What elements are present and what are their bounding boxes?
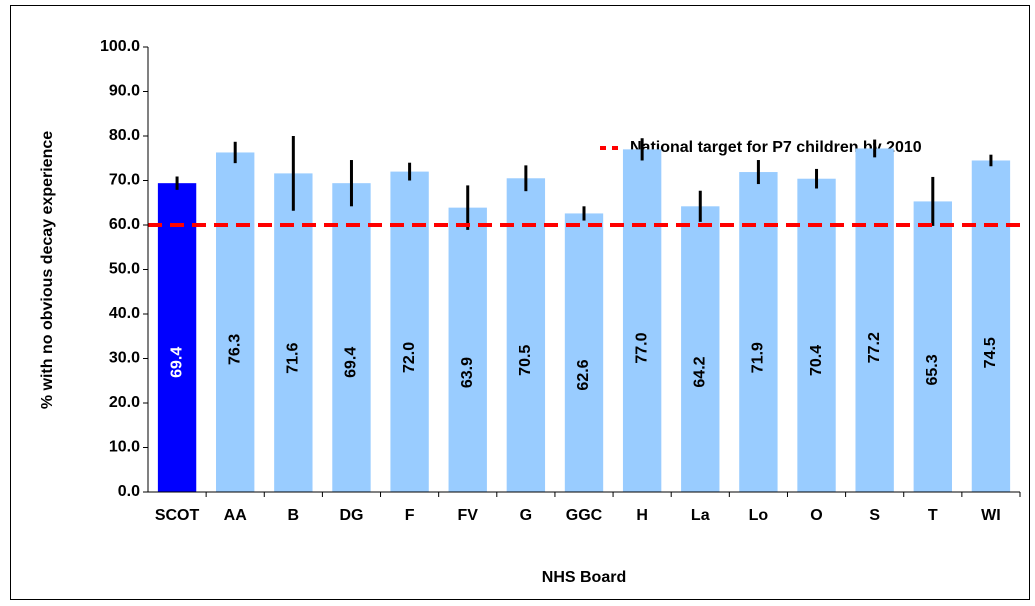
x-tick-label: WI: [981, 507, 1001, 524]
x-tick-label: GGC: [566, 507, 603, 524]
bar: [274, 173, 313, 492]
bar: [622, 149, 662, 492]
bar: [855, 148, 894, 492]
x-tick-label: G: [520, 507, 532, 524]
y-tick-label: 40.0: [109, 305, 140, 322]
value-label: 63.9: [459, 357, 476, 388]
y-tick-label: 100.0: [100, 38, 140, 55]
x-tick-label: Lo: [749, 507, 769, 524]
y-tick-label: 50.0: [109, 261, 140, 278]
value-label: 62.6: [575, 359, 592, 390]
value-label: 74.5: [982, 337, 999, 368]
x-tick-label: DG: [339, 507, 363, 524]
value-label: 69.4: [168, 347, 185, 378]
x-tick-label: O: [810, 507, 822, 524]
bar: [448, 207, 487, 492]
x-axis-title: NHS Board: [542, 569, 626, 586]
bar: [157, 183, 197, 493]
y-tick-label: 90.0: [109, 83, 140, 100]
y-tick-label: 60.0: [109, 216, 140, 233]
x-tick-label: T: [928, 507, 938, 524]
value-label: 69.4: [343, 347, 360, 378]
x-tick-label: FV: [458, 507, 479, 524]
y-tick-label: 80.0: [109, 127, 140, 144]
bar: [564, 213, 604, 492]
value-label: 64.2: [691, 356, 708, 387]
x-tick-label: H: [636, 507, 648, 524]
bar: [332, 183, 371, 493]
y-tick-label: 30.0: [109, 350, 140, 367]
value-label: 70.4: [808, 345, 825, 376]
y-tick-label: 70.0: [109, 172, 140, 189]
x-tick-label: F: [405, 507, 415, 524]
x-tick-label: AA: [224, 507, 248, 524]
bar: [681, 206, 720, 492]
x-tick-label: SCOT: [155, 507, 200, 524]
value-label: 71.9: [750, 342, 767, 373]
value-label: 77.2: [866, 332, 883, 363]
bar: [797, 178, 836, 492]
x-tick-label: S: [869, 507, 880, 524]
x-tick-label: La: [691, 507, 710, 524]
y-tick-label: 0.0: [118, 483, 140, 500]
y-tick-label: 10.0: [109, 439, 140, 456]
bar: [506, 178, 546, 492]
bar: [913, 201, 952, 493]
value-label: 65.3: [924, 354, 941, 385]
bar: [971, 160, 1011, 492]
bar: [390, 171, 429, 492]
value-label: 72.0: [401, 342, 418, 373]
legend-label: National target for P7 children by 2010: [630, 139, 922, 156]
value-label: 71.6: [285, 343, 302, 374]
value-label: 76.3: [226, 334, 243, 365]
value-label: 77.0: [633, 332, 650, 363]
y-axis-title: % with no obvious decay experience: [39, 131, 56, 409]
bar: [739, 172, 778, 493]
x-tick-label: B: [288, 507, 300, 524]
y-tick-label: 20.0: [109, 394, 140, 411]
bar: [216, 152, 255, 492]
value-label: 70.5: [517, 345, 534, 376]
